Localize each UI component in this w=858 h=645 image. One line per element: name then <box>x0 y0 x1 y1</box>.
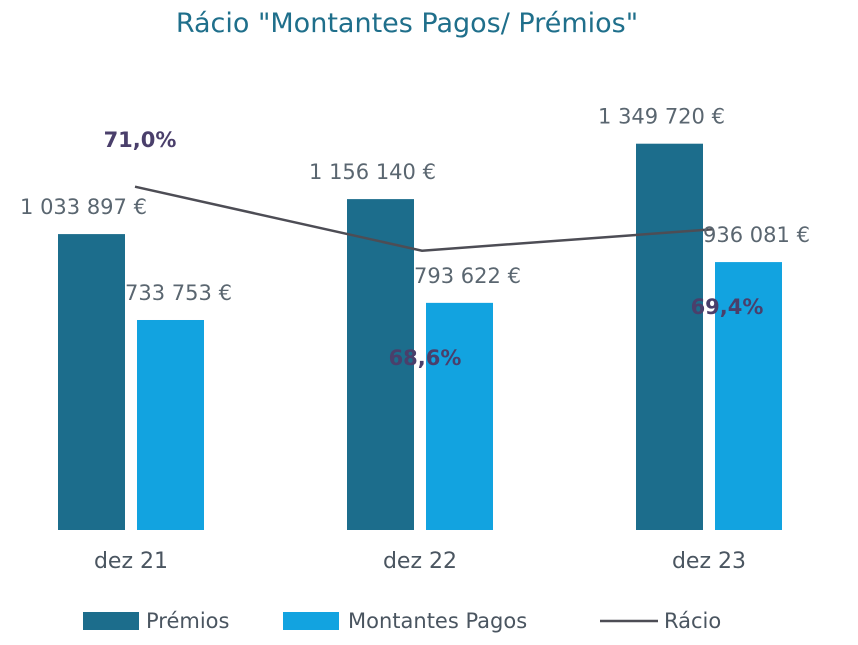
bar-montantes-1 <box>426 302 493 530</box>
label-premios-0: 1 033 897 € <box>20 195 147 219</box>
ratio-line <box>134 185 714 252</box>
label-racio-1: 68,6% <box>389 346 462 370</box>
legend-label-racio: Rácio <box>664 609 721 633</box>
labels-layer: 1 033 897 € 733 753 € 1 156 140 € 793 622 €… <box>20 105 810 370</box>
category-label-2: dez 23 <box>672 549 746 574</box>
legend: Prémios Montantes Pagos Rácio <box>83 609 721 633</box>
bar-montantes-0 <box>137 319 204 530</box>
category-label-0: dez 21 <box>94 549 168 574</box>
label-premios-2: 1 349 720 € <box>598 105 725 129</box>
legend-swatch-premios <box>83 612 139 630</box>
bar-premios-2 <box>636 143 703 531</box>
chart-title: Rácio "Montantes Pagos/ Prémios" <box>176 8 638 39</box>
legend-swatch-montantes <box>283 612 339 630</box>
label-montantes-0: 733 753 € <box>125 281 232 305</box>
label-racio-2: 69,4% <box>691 295 764 319</box>
category-label-1: dez 22 <box>383 549 457 574</box>
bars-layer <box>58 143 782 531</box>
label-racio-0: 71,0% <box>104 128 177 152</box>
legend-label-premios: Prémios <box>146 609 229 633</box>
bar-premios-1 <box>347 199 414 531</box>
label-montantes-2: 936 081 € <box>703 223 810 247</box>
label-premios-1: 1 156 140 € <box>309 160 436 184</box>
label-montantes-1: 793 622 € <box>414 264 521 288</box>
ratio-line-layer <box>134 185 714 252</box>
bar-premios-0 <box>58 234 125 530</box>
category-axis: dez 21 dez 22 dez 23 <box>94 549 746 574</box>
legend-label-montantes: Montantes Pagos <box>348 609 527 633</box>
bar-montantes-2 <box>715 262 782 530</box>
